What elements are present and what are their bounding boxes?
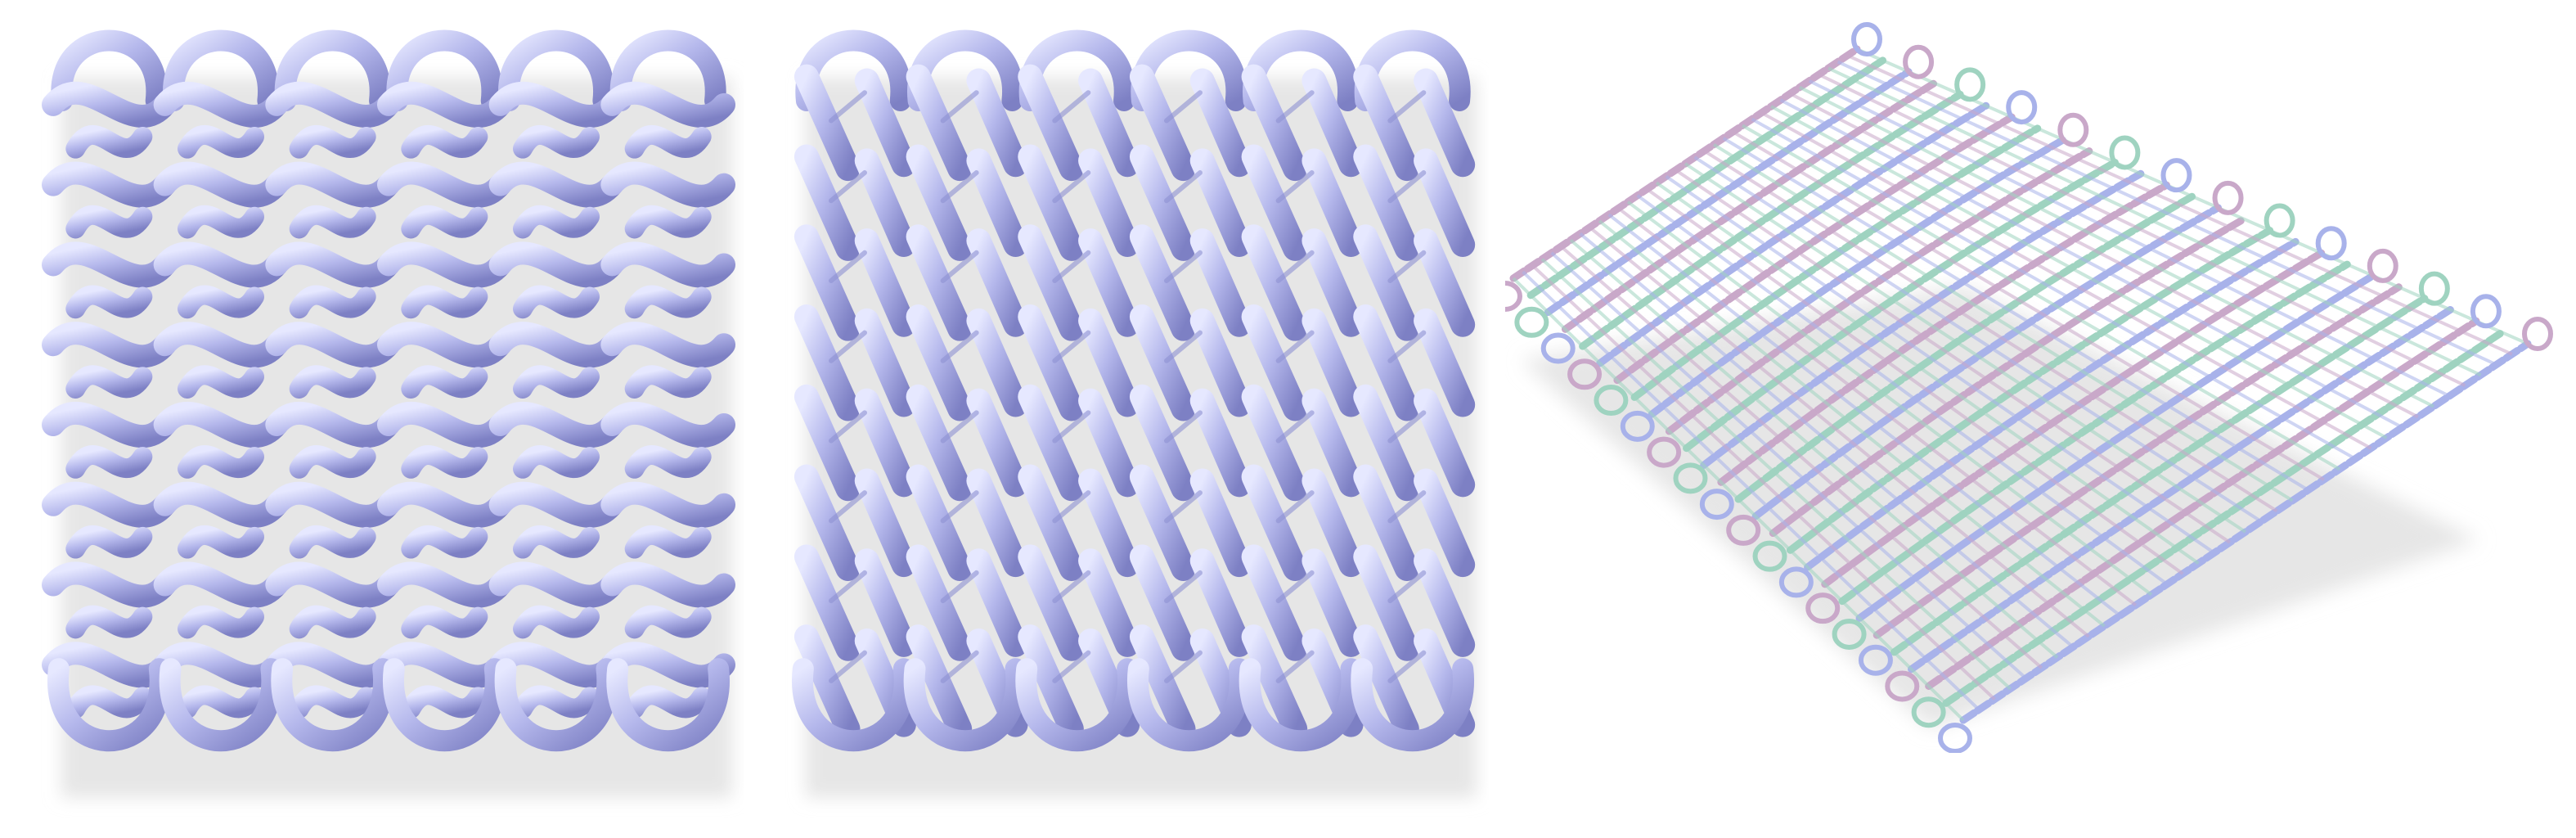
bottom-loop: [1351, 658, 1475, 752]
edge-loop: [2006, 90, 2038, 125]
edge-loop: [1903, 44, 1935, 79]
top-loop: [386, 29, 503, 111]
edge-loop: [1540, 332, 1576, 364]
edge-loop: [1778, 566, 1814, 598]
top-loop: [51, 29, 168, 111]
edge-loop: [1699, 489, 1734, 520]
edge-loop: [1851, 22, 1882, 56]
knit-stitches: [42, 29, 735, 752]
edge-loop: [2367, 248, 2398, 283]
edge-loop: [2418, 271, 2450, 306]
bottom-loop: [159, 658, 283, 752]
edge-loop: [1647, 436, 1682, 468]
edge-loop: [1673, 462, 1708, 494]
edge-loop: [1832, 618, 1867, 650]
edge-loop: [2315, 226, 2347, 261]
edge-loop: [1620, 410, 1655, 442]
stockinette-swatch: [777, 8, 1489, 827]
edge-loop: [2522, 317, 2553, 351]
top-loop: [274, 29, 391, 111]
bottom-loop: [494, 658, 618, 752]
top-loop: [609, 29, 726, 111]
draped-knit-fabric: [1505, 16, 2560, 753]
top-loop: [163, 29, 279, 111]
edge-loop: [2057, 112, 2089, 147]
bottom-loop: [47, 658, 171, 752]
edge-loop: [2470, 294, 2502, 329]
edge-loop: [1752, 540, 1787, 572]
reverse-stockinette-swatch: [33, 8, 744, 827]
knit-stitches: [791, 29, 1476, 752]
bottom-loop: [1015, 658, 1140, 752]
edge-loop: [2160, 158, 2192, 193]
edge-loop: [2109, 135, 2141, 170]
edge-loop: [2212, 180, 2244, 215]
bottom-loop: [271, 658, 395, 752]
edge-loop: [1911, 696, 1946, 728]
draped-stitches: [1505, 22, 2553, 753]
edge-loop: [1514, 306, 1549, 338]
edge-loop: [1505, 281, 1522, 312]
bottom-loop: [903, 658, 1027, 752]
top-loop: [498, 29, 614, 111]
bottom-loop: [606, 658, 731, 752]
bottom-loop: [791, 658, 915, 752]
edge-loop: [1726, 514, 1761, 546]
bottom-loop: [1239, 658, 1363, 752]
edge-loop: [1938, 723, 1972, 753]
edge-loop: [1594, 385, 1629, 417]
bottom-loop: [1126, 658, 1251, 752]
edge-loop: [1858, 644, 1893, 676]
bottom-loop: [382, 658, 506, 752]
edge-loop: [1954, 67, 1986, 102]
edge-loop: [1567, 358, 1603, 390]
edge-loop: [1805, 592, 1841, 624]
edge-loop: [1885, 670, 1920, 702]
edge-loop: [2264, 203, 2295, 238]
